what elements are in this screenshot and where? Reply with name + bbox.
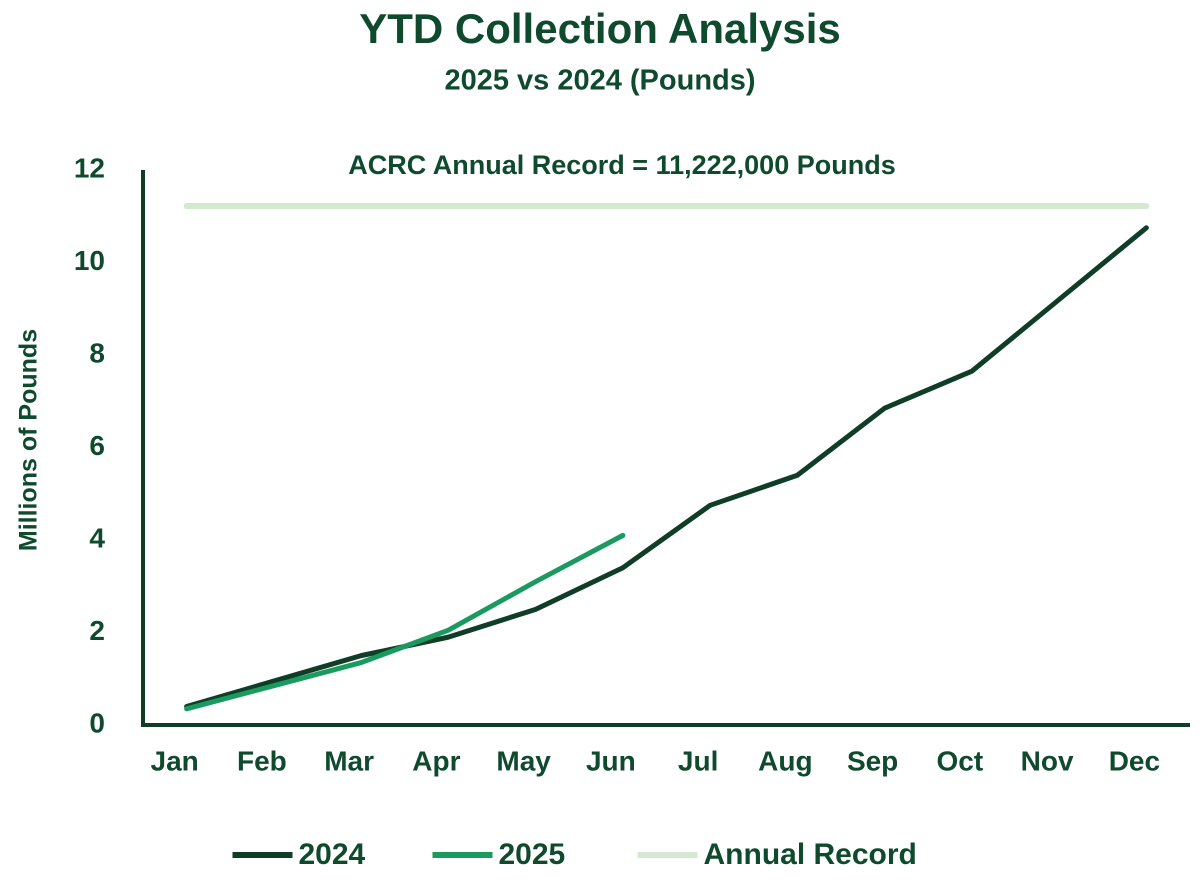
y-axis-label: Millions of Pounds xyxy=(15,329,43,551)
x-tick-label: Nov xyxy=(1021,745,1074,776)
y-tick-label: 10 xyxy=(74,245,105,276)
y-tick-label: 8 xyxy=(89,337,105,368)
chart-title: YTD Collection Analysis xyxy=(359,5,841,52)
x-tick-label: Jan xyxy=(151,745,199,776)
y-tick-label: 2 xyxy=(89,615,105,646)
series-line xyxy=(184,225,1149,709)
legend-label: 2024 xyxy=(299,838,366,871)
x-tick-label: Mar xyxy=(324,745,374,776)
annotation: ACRC Annual Record = 11,222,000 Pounds xyxy=(348,150,895,180)
y-tick-label: 6 xyxy=(89,430,105,461)
x-tick-label: Dec xyxy=(1109,745,1160,776)
y-tick-label: 12 xyxy=(74,152,105,183)
legend-label: 2025 xyxy=(499,838,566,871)
x-tick-label: Feb xyxy=(237,745,287,776)
x-tick-label: Aug xyxy=(758,745,812,776)
x-tick-label: May xyxy=(496,745,551,776)
y-tick-label: 0 xyxy=(89,707,105,738)
y-tick-label: 4 xyxy=(89,522,105,553)
x-tick-label: Jul xyxy=(678,745,718,776)
series-line xyxy=(184,532,626,712)
legend-label: Annual Record xyxy=(704,838,917,871)
x-tick-label: Sep xyxy=(847,745,898,776)
x-tick-label: Apr xyxy=(412,745,460,776)
x-tick-label: Oct xyxy=(937,745,984,776)
x-tick-label: Jun xyxy=(586,745,636,776)
chart-subtitle: 2025 vs 2024 (Pounds) xyxy=(444,65,755,97)
